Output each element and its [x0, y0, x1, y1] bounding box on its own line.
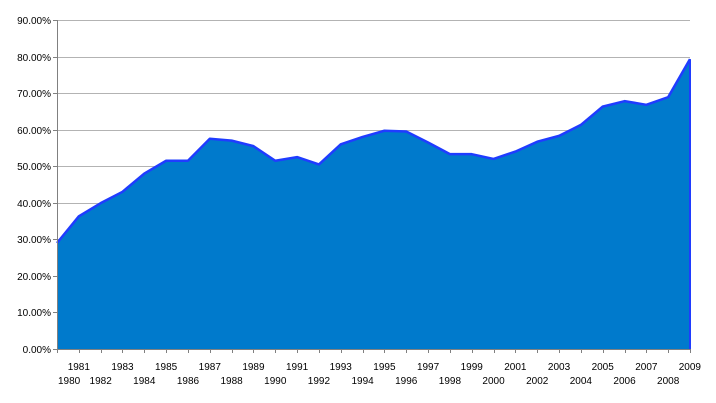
- plot-area: [56, 58, 692, 350]
- data-point: [493, 158, 495, 160]
- y-tick-label: 70.00%: [17, 89, 51, 100]
- x-tick-label: 1984: [133, 376, 156, 387]
- data-point: [624, 100, 626, 102]
- x-tick-label: 1985: [155, 362, 178, 373]
- x-tick-label: 2007: [635, 362, 658, 373]
- data-point: [143, 173, 145, 175]
- x-tick-label: 1996: [395, 376, 418, 387]
- y-tick-label: 90.00%: [17, 16, 51, 27]
- data-point: [580, 124, 582, 126]
- x-tick-label: 2004: [570, 376, 593, 387]
- data-point: [296, 156, 298, 158]
- data-point: [362, 136, 364, 138]
- x-tick-label: 2003: [548, 362, 571, 373]
- data-point: [165, 160, 167, 162]
- x-tick-label: 1993: [330, 362, 353, 373]
- x-tick-label: 2002: [526, 376, 549, 387]
- series-line: [56, 58, 692, 244]
- data-point: [405, 130, 407, 132]
- x-tick-label: 2009: [679, 362, 702, 373]
- data-point: [471, 153, 473, 155]
- data-point: [427, 141, 429, 143]
- x-tick-label: 1981: [68, 362, 91, 373]
- data-point: [602, 106, 604, 108]
- x-tick-label: 1992: [308, 376, 331, 387]
- data-point: [187, 160, 189, 162]
- x-tick-label: 1990: [264, 376, 287, 387]
- y-tick-label: 60.00%: [17, 126, 51, 137]
- x-tick-label: 2006: [613, 376, 636, 387]
- x-tick-label: 1980: [58, 376, 81, 387]
- data-point: [689, 58, 691, 60]
- x-tick-label: 1997: [417, 362, 440, 373]
- data-point: [536, 141, 538, 143]
- x-tick-label: 1998: [439, 376, 462, 387]
- x-tick-label: 1983: [111, 362, 134, 373]
- series-area: [57, 59, 690, 350]
- x-tick-label: 1988: [220, 376, 243, 387]
- data-point: [449, 153, 451, 155]
- x-tick-label: 1987: [199, 362, 222, 373]
- data-point: [252, 145, 254, 147]
- y-axis-tick-labels: 0.00% 10.00% 20.00% 30.00% 40.00% 50.00% 60.00…: [17, 16, 51, 356]
- data-point: [100, 202, 102, 204]
- x-tick-label: 2005: [592, 362, 615, 373]
- data-point: [340, 143, 342, 145]
- x-tick-label: 2000: [482, 376, 505, 387]
- y-tick-label: 20.00%: [17, 272, 51, 283]
- x-tick-label: 1991: [286, 362, 309, 373]
- x-tick-label: 2001: [504, 362, 527, 373]
- y-tick-label: 30.00%: [17, 235, 51, 246]
- x-tick-label: 1995: [373, 362, 396, 373]
- x-tick-label: 1994: [351, 376, 374, 387]
- data-point: [645, 104, 647, 106]
- data-point: [558, 135, 560, 137]
- y-tick-label: 10.00%: [17, 308, 51, 319]
- data-point: [121, 191, 123, 193]
- x-tick-label: 2008: [657, 376, 680, 387]
- y-tick-label: 40.00%: [17, 199, 51, 210]
- data-point: [209, 138, 211, 140]
- data-point: [318, 163, 320, 165]
- x-axis-tick-labels: 1980 1981 1982 1983 1984 1985 1986 1987 1988 1989…: [58, 362, 701, 387]
- y-tick-label: 80.00%: [17, 53, 51, 64]
- x-tick-label: 1982: [90, 376, 113, 387]
- data-point: [274, 160, 276, 162]
- y-tick-label: 50.00%: [17, 162, 51, 173]
- data-point: [667, 96, 669, 98]
- y-tick-label: 0.00%: [23, 345, 51, 356]
- data-point: [383, 130, 385, 132]
- data-point: [514, 151, 516, 153]
- x-tick-label: 1986: [177, 376, 200, 387]
- axes: [53, 20, 691, 353]
- data-point: [78, 215, 80, 217]
- data-point: [231, 140, 233, 142]
- x-tick-label: 1999: [461, 362, 484, 373]
- x-tick-label: 1989: [242, 362, 265, 373]
